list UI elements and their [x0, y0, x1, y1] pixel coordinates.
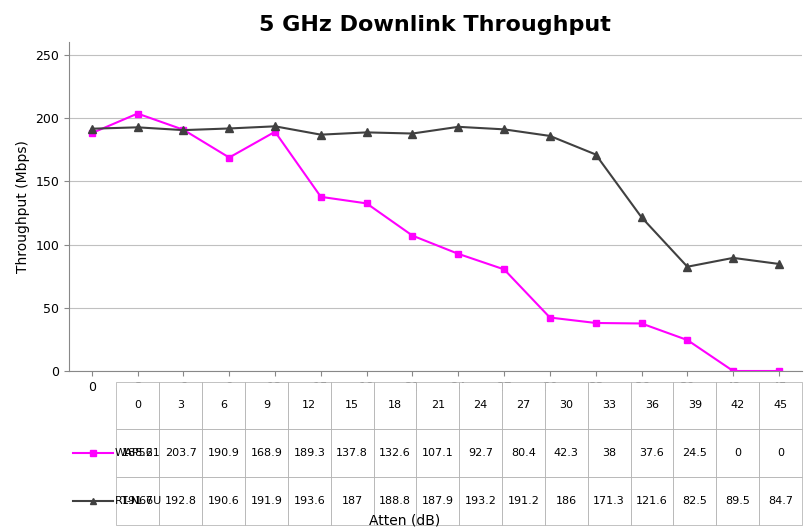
RT-N66U — [178, 127, 188, 133]
Title: 5 GHz Downlink Throughput: 5 GHz Downlink Throughput — [259, 15, 612, 36]
RT-N66U — [728, 255, 738, 261]
WAP561 — [499, 266, 509, 272]
RT-N66U — [545, 132, 555, 139]
WAP561 — [590, 320, 600, 326]
RT-N66U — [407, 130, 417, 137]
RT-N66U — [362, 129, 372, 136]
RT-N66U — [454, 123, 463, 130]
WAP561 — [407, 233, 417, 239]
WAP561 — [728, 368, 738, 374]
WAP561 — [774, 368, 784, 374]
WAP561 — [362, 200, 372, 207]
WAP561 — [683, 337, 693, 343]
RT-N66U — [224, 125, 234, 131]
RT-N66U — [316, 131, 326, 138]
RT-N66U — [774, 261, 784, 267]
Line: RT-N66U: RT-N66U — [87, 122, 783, 271]
Y-axis label: Throughput (Mbps): Throughput (Mbps) — [15, 140, 30, 273]
RT-N66U — [87, 126, 96, 132]
RT-N66U — [133, 124, 143, 130]
RT-N66U — [590, 152, 600, 158]
WAP561 — [87, 130, 96, 136]
Text: WAP561: WAP561 — [115, 448, 160, 458]
Text: RT-N66U: RT-N66U — [115, 496, 162, 506]
RT-N66U — [271, 123, 280, 129]
RT-N66U — [683, 263, 693, 270]
WAP561 — [271, 129, 280, 135]
RT-N66U — [499, 126, 509, 132]
RT-N66U — [637, 214, 646, 220]
WAP561 — [637, 320, 646, 326]
WAP561 — [454, 251, 463, 257]
WAP561 — [178, 127, 188, 133]
Line: WAP561: WAP561 — [88, 110, 782, 375]
WAP561 — [316, 193, 326, 200]
WAP561 — [545, 314, 555, 321]
Text: Atten (dB): Atten (dB) — [369, 514, 441, 527]
WAP561 — [133, 110, 143, 117]
WAP561 — [224, 154, 234, 161]
